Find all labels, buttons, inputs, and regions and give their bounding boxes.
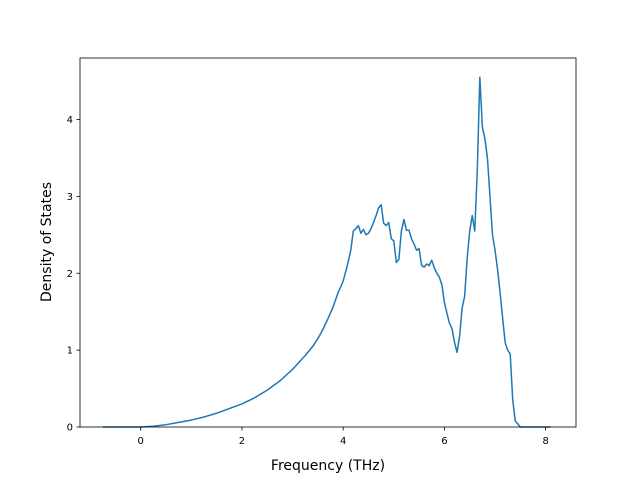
x-tick-label: 2: [239, 436, 245, 447]
plot-frame: [79, 57, 577, 428]
x-tick-label: 6: [441, 436, 447, 447]
y-tick-label: 0: [67, 423, 73, 434]
y-tick-label: 1: [67, 346, 73, 357]
x-axis-ticks: 0 2 4 6 8: [138, 427, 549, 447]
x-tick-label: 0: [138, 436, 144, 447]
y-tick-label: 4: [67, 115, 73, 126]
x-axis-label: Frequency (THz): [271, 458, 385, 474]
y-tick-label: 2: [67, 269, 73, 280]
y-axis-label: Density of States: [39, 182, 55, 302]
series-line: [102, 76, 551, 428]
y-tick-label: 3: [67, 192, 73, 203]
plot-background: [80, 58, 576, 427]
x-tick-label: 8: [542, 436, 548, 447]
series-layer: [102, 76, 551, 428]
x-tick-label: 4: [340, 436, 346, 447]
y-axis-ticks: 0 1 2 3 4: [67, 115, 80, 434]
